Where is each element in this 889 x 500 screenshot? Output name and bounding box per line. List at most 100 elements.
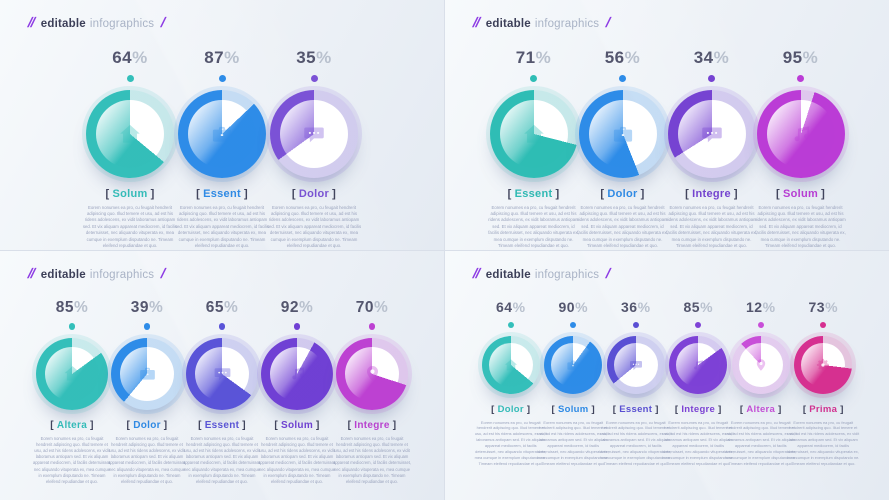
percent-value: 56	[604, 48, 625, 67]
slide-header: // editable infographics /	[27, 14, 444, 30]
percent-sign: %	[224, 48, 240, 67]
pin-icon	[362, 363, 383, 384]
item-description: Eorem nonumes ea pro, cu feugait hendrer…	[662, 419, 735, 466]
donut-inner	[195, 346, 249, 401]
music-icon	[690, 357, 706, 373]
item-name: Dolor	[497, 403, 524, 415]
percent-value: 87	[204, 48, 225, 67]
item-name: Essent	[514, 187, 553, 200]
bracket-open: [	[291, 187, 296, 200]
item-name: Solum	[557, 403, 589, 415]
chat-icon	[699, 121, 725, 147]
brand-word-infographics: infographics	[534, 18, 600, 30]
percent-value: 85	[683, 298, 701, 315]
donut-inner	[270, 346, 324, 401]
percent-sign: %	[148, 298, 164, 316]
item-name: Solum	[112, 187, 148, 200]
stat-item: 92% [Solum] Eorem nonumes ea pro, cu feuga…	[258, 298, 336, 485]
item-name: Essent	[619, 403, 653, 415]
percent-value: 39	[130, 298, 149, 316]
percent-readout: 39%	[131, 299, 164, 317]
percent-sign: %	[316, 48, 332, 67]
gear-icon	[815, 357, 831, 373]
brand-word-editable: editable	[485, 18, 531, 30]
percent-readout: 85%	[56, 299, 89, 317]
double-slash-icon: //	[472, 14, 480, 30]
percent-sign: %	[73, 298, 89, 316]
item-label: [Altera]	[50, 420, 93, 431]
stat-item: 64% [Solum] Eorem nonumes ea pro, cu feuga…	[83, 48, 177, 250]
donut-chart	[669, 335, 728, 394]
item-description: Eorem nonumes ea pro, cu feugait hendrer…	[488, 204, 579, 249]
item-label: [Essent]	[508, 188, 560, 200]
stat-item: 35% [Dolor] Eorem nonumes ea pro, cu feuga…	[267, 48, 361, 250]
donut-inner	[676, 342, 721, 387]
item-description: Eorem nonumes ea pro, cu feugait hendrer…	[32, 435, 112, 484]
item-description: Eorem nonumes ea pro, cu feugait hendrer…	[599, 419, 672, 466]
percent-sign: %	[637, 298, 651, 315]
indicator-dot	[757, 321, 764, 328]
bracket-close: ]	[90, 419, 94, 431]
donut-row: 64%[Solum] Eorem nonumes ea pro, cu feuga…	[0, 48, 444, 250]
stat-item: 65% [Essent] Eorem nonumes ea pro, cu feug…	[183, 299, 261, 485]
item-label: [Essent]	[613, 404, 659, 415]
stat-item: 85% [Altera] Eorem nonumes ea pro, cu feug…	[33, 299, 111, 485]
percent-readout: 71%	[516, 48, 552, 68]
bracket-close: ]	[163, 419, 168, 431]
item-label: [Solum]	[105, 188, 154, 200]
bracket-open: [	[347, 419, 352, 431]
percent-sign: %	[624, 48, 641, 67]
percent-readout: 85%	[683, 299, 713, 315]
donut-inner	[280, 99, 348, 168]
donut-inner	[45, 346, 99, 401]
percent-sign: %	[575, 298, 589, 315]
home-icon	[503, 357, 519, 373]
item-name: Solum	[280, 419, 314, 431]
slide-bottom-left: //editable infographics/85%[Altera] Eorem …	[0, 250, 444, 500]
percent-sign: %	[223, 298, 239, 316]
percent-readout: 36%	[621, 299, 651, 315]
donut-inner	[588, 99, 657, 168]
item-label: [Essent]	[198, 420, 246, 431]
slash-icon: /	[160, 264, 165, 281]
brand-word-infographics: infographics	[89, 18, 155, 30]
percent-readout: 90%	[558, 299, 588, 315]
stat-item: 39% [Dolor] Eorem nonumes ea pro, cu feuga…	[108, 299, 186, 485]
bracket-open: [	[105, 187, 110, 200]
indicator-dot	[310, 74, 318, 82]
item-label: [Dolor]	[292, 188, 336, 200]
percent-sign: %	[825, 298, 839, 315]
percent-value: 92	[280, 298, 299, 316]
percent-value: 85	[55, 298, 74, 316]
indicator-dot	[708, 74, 715, 82]
donut-chart	[86, 89, 174, 178]
percent-readout: 65%	[206, 299, 239, 317]
percent-sign: %	[298, 298, 314, 316]
percent-readout: 56%	[605, 48, 641, 68]
music-icon	[287, 363, 308, 384]
percent-value: 71	[515, 48, 536, 67]
item-label: [Essent]	[196, 188, 248, 200]
bracket-close: ]	[840, 403, 844, 415]
item-description: Eorem nonumes ea pro, cu feugait hendrer…	[257, 435, 337, 484]
item-label: [Integre]	[675, 404, 722, 415]
bracket-close: ]	[150, 187, 155, 200]
item-name: Solum	[782, 187, 819, 200]
item-description: Eorem nonumes ea pro, cu feugait hendrer…	[724, 419, 797, 466]
stat-item: 95% [Solum] Eorem nonumes ea pro, cu feuga…	[755, 48, 846, 250]
indicator-dot	[218, 323, 226, 330]
percent-readout: 64%	[496, 299, 526, 315]
item-label: [Solum]	[776, 188, 825, 200]
item-name: Altera	[56, 419, 88, 431]
slash-icon: /	[160, 14, 165, 30]
percent-sign: %	[762, 298, 776, 315]
item-description: Eorem nonumes ea pro, cu feugait hendrer…	[332, 435, 412, 484]
brand-word-editable: editable	[485, 268, 531, 281]
donut-inner	[345, 346, 399, 401]
indicator-dot	[797, 74, 804, 82]
indicator-dot	[530, 74, 537, 82]
item-description: Eorem nonumes ea pro, cu feugait hendrer…	[107, 435, 187, 484]
donut-row: 85%[Altera] Eorem nonumes ea pro, cu feug…	[0, 299, 444, 485]
item-label: [Prima]	[803, 404, 844, 415]
